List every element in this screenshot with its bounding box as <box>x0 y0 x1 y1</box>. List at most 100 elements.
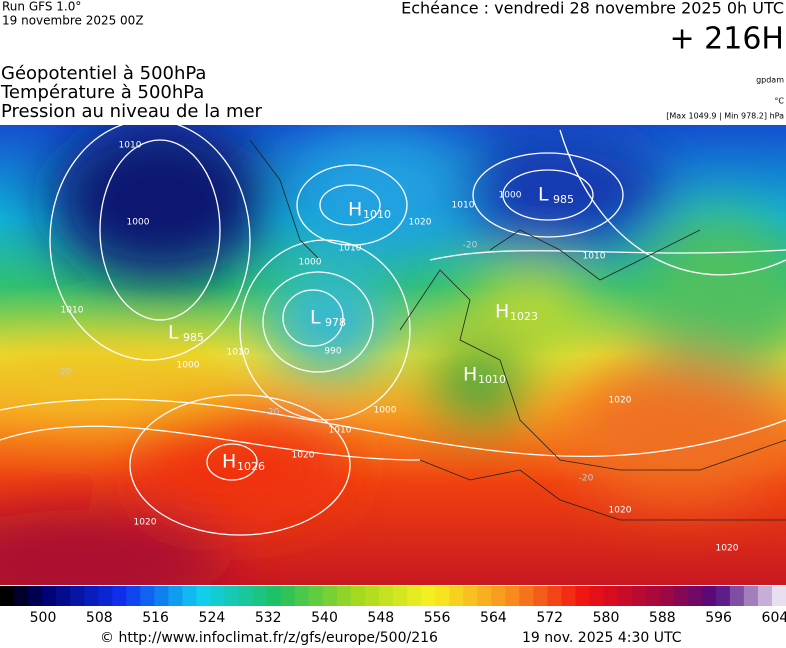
colorbar-swatch <box>238 586 254 606</box>
colorbar-swatch <box>182 586 197 606</box>
colorbar-label: 564 <box>480 610 507 626</box>
colorbar-swatch <box>505 586 520 606</box>
pressure-center-value: 1023 <box>510 310 538 323</box>
colorbar-swatch <box>533 586 548 606</box>
isobar-label: 1000 <box>127 218 150 228</box>
pressure-center-value: 985 <box>553 193 574 206</box>
colorbar-swatch <box>771 586 786 606</box>
colorbar-swatch <box>463 586 478 606</box>
colorbar-swatch <box>252 586 268 606</box>
isobar-label: 1000 <box>374 406 397 416</box>
pressure-center-value: 1010 <box>363 208 391 221</box>
colorbar-swatch <box>673 586 689 606</box>
temperature-label: -20 <box>463 241 478 251</box>
map <box>0 125 786 585</box>
colorbar-swatch <box>196 586 212 606</box>
isobar-label: 1000 <box>177 361 200 371</box>
temperature-label: -20 <box>265 408 280 418</box>
isobar-label: 1020 <box>409 218 432 228</box>
isobar-label: 1010 <box>583 252 606 262</box>
colorbar-label: 508 <box>86 610 113 626</box>
isobar-label: 1010 <box>227 348 250 358</box>
isobar-label: 1010 <box>339 244 362 254</box>
timestamp: 19 nov. 2025 4:30 UTC <box>522 630 682 646</box>
pressure-center-value: 1010 <box>478 373 506 386</box>
pressure-center-letter: H <box>463 364 477 386</box>
colorbar-swatch <box>98 586 113 606</box>
field-name: Pression au niveau de la mer <box>1 101 263 122</box>
run: Run GFS 1.0° <box>2 0 81 14</box>
colorbar-swatch <box>224 586 240 606</box>
pressure-center-letter: H <box>495 301 509 323</box>
lead-time: + 216H <box>670 22 785 57</box>
colorbar-swatch <box>266 586 282 606</box>
colorbar-swatch <box>294 586 310 606</box>
colorbar-label: 524 <box>199 610 226 626</box>
colorbar-label: 588 <box>649 610 676 626</box>
colorbar-swatch <box>308 586 324 606</box>
colorbar-swatch <box>112 586 127 606</box>
isobar-label: 1010 <box>329 426 352 436</box>
isobar-label: 990 <box>324 347 341 357</box>
colorbar-swatch <box>378 586 394 606</box>
colorbar-swatch <box>42 586 57 606</box>
colorbar-swatch <box>280 586 296 606</box>
unit: °C <box>774 97 784 106</box>
isobar-label: 1020 <box>134 518 157 528</box>
colorbar-label: 516 <box>142 610 169 626</box>
isobar-label: 1010 <box>61 306 84 316</box>
isobar-label: 1020 <box>716 544 739 554</box>
colorbar-swatch <box>575 586 590 606</box>
colorbar-swatch <box>70 586 85 606</box>
temperature-label: -20 <box>57 368 72 378</box>
echeance: Echéance : vendredi 28 novembre 2025 0h … <box>401 0 784 18</box>
unit: [Max 1049.9 | Min 978.2] hPa <box>666 112 784 121</box>
colorbar-label: 500 <box>30 610 57 626</box>
colorbar-label: 572 <box>536 610 563 626</box>
colorbar-swatch <box>701 586 717 606</box>
colorbar-label: 532 <box>255 610 282 626</box>
field-name: Géopotentiel à 500hPa <box>1 63 206 84</box>
colorbar-swatch <box>491 586 506 606</box>
isobar-label: 1010 <box>452 201 475 211</box>
colorbar-swatch <box>14 586 29 606</box>
pressure-center-letter: H <box>348 199 362 221</box>
colorbar-swatch <box>449 586 464 606</box>
isobar-label: 1010 <box>119 141 142 151</box>
colorbar-swatch <box>743 586 759 606</box>
colorbar-swatch <box>140 586 155 606</box>
colorbar-swatch <box>168 586 183 606</box>
pressure-center-letter: L <box>538 184 549 206</box>
colorbar-swatch <box>350 586 366 606</box>
colorbar-label: 604 <box>762 610 786 626</box>
colorbar-swatch <box>687 586 703 606</box>
colorbar-swatch <box>547 586 562 606</box>
pressure-center-value: 1026 <box>237 460 265 473</box>
colorbar-swatch <box>407 586 422 606</box>
temperature-label: -20 <box>579 474 594 484</box>
colorbar-swatch <box>435 586 450 606</box>
colorbar-label: 540 <box>311 610 338 626</box>
source-url: © http://www.infoclimat.fr/z/gfs/europe/… <box>100 630 438 646</box>
isobar-label: 1020 <box>292 451 315 461</box>
colorbar-swatch <box>603 586 619 606</box>
colorbar-swatch <box>757 586 773 606</box>
colorbar-swatch <box>210 586 226 606</box>
colorbar-label: 596 <box>705 610 732 626</box>
colorbar-swatch <box>589 586 605 606</box>
run-date: 19 novembre 2025 00Z <box>2 14 144 28</box>
unit: gpdam <box>756 76 784 85</box>
pressure-center-letter: L <box>310 307 321 329</box>
colorbar-swatch <box>715 586 731 606</box>
colorbar-label: 548 <box>367 610 394 626</box>
colorbar-swatch <box>631 586 647 606</box>
isobar-label: 1020 <box>609 396 632 406</box>
colorbar-swatch <box>364 586 380 606</box>
pressure-center-letter: L <box>168 322 179 344</box>
colorbar-label: 556 <box>424 610 451 626</box>
colorbar-swatch <box>322 586 338 606</box>
colorbar-label: 580 <box>593 610 620 626</box>
pressure-center-letter: H <box>222 451 236 473</box>
colorbar-swatch <box>617 586 633 606</box>
